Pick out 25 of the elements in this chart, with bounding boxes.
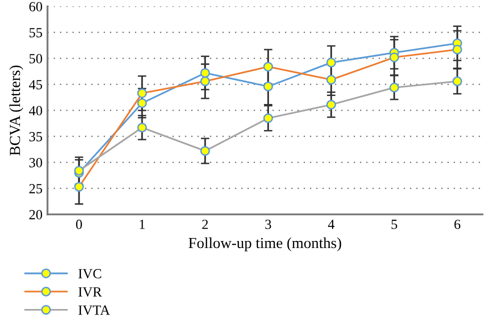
x-tick-label: 1 (140, 220, 145, 229)
y-tick-label: 60 (29, 2, 42, 12)
x-axis-title: Follow-up time (months) (188, 237, 342, 252)
y-tick-label: 40 (29, 106, 42, 116)
y-tick-label: 30 (29, 158, 42, 168)
y-tick-label: 55 (30, 28, 42, 38)
x-tick-label: 5 (392, 220, 398, 230)
point (263, 82, 274, 92)
point (137, 98, 147, 108)
y-tick-label: 50 (30, 54, 42, 64)
legend-label: IVTA (78, 306, 110, 315)
y-tick-label: 45 (29, 80, 42, 90)
legend-label: IVC (78, 269, 102, 278)
point (200, 68, 210, 78)
point (326, 58, 336, 68)
y-axis-title: BCVA (letters) (9, 66, 24, 156)
x-tick-label: 6 (454, 220, 460, 230)
x-tick-label: 0 (76, 220, 82, 230)
y-tick-label: 25 (29, 184, 42, 194)
y-tick-label: 20 (29, 210, 42, 220)
x-tick-label: 3 (265, 220, 272, 230)
legend-label: IVR (78, 287, 102, 297)
x-tick-label: 2 (202, 220, 208, 229)
x-tick-label: 4 (328, 220, 334, 229)
y-tick-label: 35 (29, 132, 42, 142)
